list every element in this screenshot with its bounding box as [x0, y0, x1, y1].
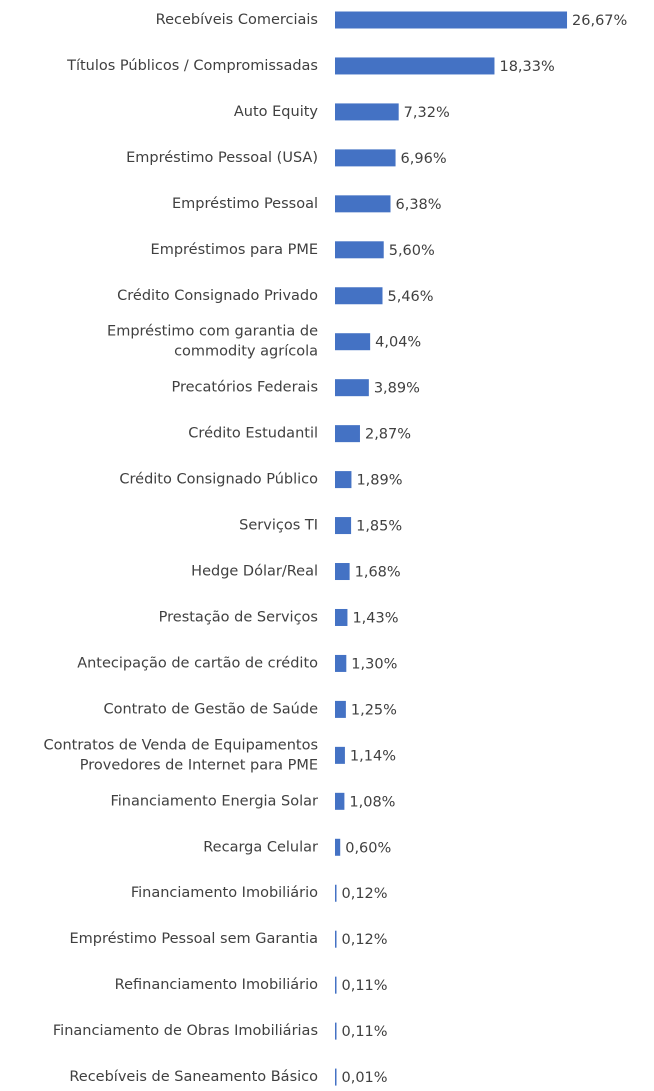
bar: [335, 241, 384, 259]
value-label: 6,96%: [401, 151, 447, 167]
value-label: 6,38%: [396, 197, 442, 213]
value-label: 1,89%: [356, 473, 402, 489]
category-label: Contrato de Gestão de Saúde: [103, 701, 318, 717]
value-label: 1,43%: [352, 610, 398, 626]
category-label: Empréstimo Pessoal (USA): [126, 150, 318, 166]
bar: [335, 884, 337, 902]
bar: [335, 149, 396, 167]
category-label: Recebíveis de Saneamento Básico: [69, 1069, 318, 1085]
value-label: 18,33%: [499, 59, 554, 75]
value-label: 1,14%: [350, 748, 396, 764]
value-label: 0,12%: [342, 886, 388, 902]
bar: [335, 563, 350, 581]
category-label: Serviços TI: [239, 518, 318, 534]
value-label: 0,01%: [342, 1070, 388, 1086]
category-label: Recebíveis Comerciais: [156, 12, 318, 28]
bar: [335, 103, 399, 121]
bar: [335, 471, 352, 489]
bar: [335, 1068, 337, 1086]
value-label: 0,11%: [342, 978, 388, 994]
category-label: Refinanciamento Imobiliário: [115, 977, 318, 993]
bar: [335, 517, 352, 535]
category-label: Precatórios Federais: [171, 380, 318, 396]
bar: [335, 930, 337, 948]
category-label: Crédito Consignado Público: [119, 472, 318, 488]
value-label: 1,68%: [355, 565, 401, 581]
category-label: Auto Equity: [234, 104, 319, 120]
category-label: Empréstimo com garantia de commodity agrí…: [107, 324, 318, 360]
bar: [335, 654, 347, 672]
value-label: 1,85%: [356, 519, 402, 535]
bar: [335, 195, 391, 213]
value-label: 0,60%: [345, 840, 391, 856]
category-label: Contratos de Venda de Equipamentos Proved…: [43, 737, 318, 773]
value-label: 4,04%: [375, 335, 421, 351]
category-label: Crédito Consignado Privado: [117, 288, 318, 304]
category-label: Empréstimos para PME: [151, 242, 318, 258]
category-label: Títulos Públicos / Compromissadas: [66, 58, 318, 74]
bar: [335, 1022, 337, 1040]
value-label: 0,12%: [342, 932, 388, 948]
bar: [335, 379, 369, 397]
value-label: 1,25%: [351, 702, 397, 718]
value-label: 5,46%: [388, 289, 434, 305]
category-label: Recarga Celular: [203, 839, 318, 855]
category-label: Financiamento de Obras Imobiliárias: [53, 1023, 318, 1039]
bar: [335, 333, 371, 351]
bar: [335, 425, 360, 443]
bar: [335, 11, 568, 29]
value-label: 0,11%: [342, 1024, 388, 1040]
bar: [335, 57, 495, 75]
value-label: 2,87%: [365, 427, 411, 443]
category-label: Empréstimo Pessoal sem Garantia: [69, 931, 318, 947]
value-label: 1,30%: [351, 656, 397, 672]
bar: [335, 838, 341, 856]
bar: [335, 287, 383, 305]
value-label: 7,32%: [404, 105, 450, 121]
value-label: 26,67%: [572, 13, 627, 29]
bar: [335, 746, 345, 764]
category-label: Hedge Dólar/Real: [191, 564, 318, 580]
category-label: Prestação de Serviços: [159, 609, 318, 625]
bar: [335, 976, 337, 994]
category-label: Empréstimo Pessoal: [172, 196, 318, 212]
value-label: 3,89%: [374, 381, 420, 397]
category-label: Financiamento Energia Solar: [110, 793, 318, 809]
bar: [335, 700, 346, 718]
category-label: Antecipação de cartão de crédito: [77, 655, 318, 671]
value-label: 1,08%: [349, 794, 395, 810]
value-label: 5,60%: [389, 243, 435, 259]
bar: [335, 792, 345, 810]
bar: [335, 608, 348, 626]
category-label: Crédito Estudantil: [188, 426, 318, 442]
category-label: Financiamento Imobiliário: [131, 885, 318, 901]
